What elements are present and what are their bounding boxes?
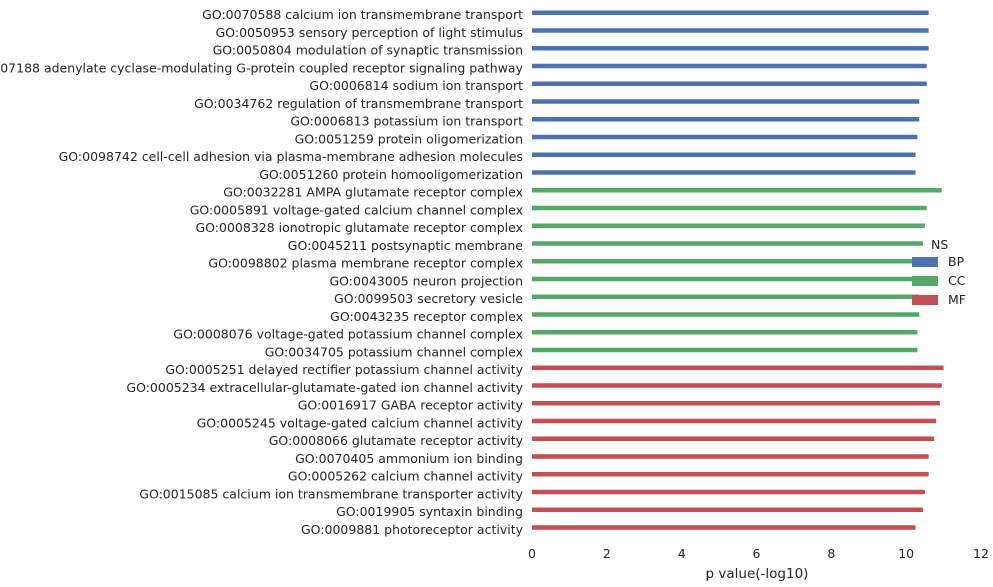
category-label-5: GO:0006814 sodium ion transport — [309, 78, 523, 93]
category-label-11: GO:0032281 AMPA glutamate receptor compl… — [223, 185, 523, 200]
bar-1 — [532, 10, 929, 15]
bar-12 — [532, 205, 927, 211]
legend-label-cc: CC — [948, 273, 966, 288]
legend-swatch-bp — [912, 257, 938, 267]
bar-24 — [532, 418, 937, 424]
category-label-19: GO:0008076 voltage-gated potassium chann… — [173, 327, 523, 342]
bars-layer — [532, 10, 944, 530]
bar-27 — [532, 472, 929, 477]
legend-label-mf: MF — [948, 292, 966, 307]
category-label-23: GO:0016917 GABA receptor activity — [298, 398, 524, 413]
category-label-16: GO:0043005 neuron projection — [329, 273, 523, 288]
bar-15 — [532, 259, 922, 264]
category-label-21: GO:0005251 delayed rectifier potassium c… — [165, 362, 523, 377]
category-label-22: GO:0005234 extracellular-glutamate-gated… — [126, 380, 523, 395]
category-label-4: GO:0007188 adenylate cyclase-modulating … — [0, 60, 524, 75]
legend-swatch-cc — [912, 276, 938, 286]
category-label-13: GO:0008328 ionotropic glutamate receptor… — [196, 220, 524, 235]
bar-23 — [532, 401, 940, 406]
legend-label-bp: BP — [948, 254, 965, 269]
x-tick-label-8: 8 — [827, 546, 835, 561]
bar-30 — [532, 525, 916, 530]
bar-16 — [532, 276, 922, 282]
bar-5 — [532, 81, 927, 86]
category-labels-layer: GO:0070588 calcium ion transmembrane tra… — [0, 7, 524, 537]
category-label-10: GO:0051260 protein homooligomerization — [259, 167, 523, 182]
bar-9 — [532, 152, 916, 157]
category-label-15: GO:0098802 plasma membrane receptor comp… — [208, 256, 523, 271]
bar-2 — [532, 28, 929, 33]
bar-6 — [532, 99, 920, 104]
x-tick-label-12: 12 — [973, 546, 989, 561]
bar-14 — [532, 241, 924, 246]
category-label-29: GO:0019905 syntaxin binding — [336, 504, 523, 519]
category-label-28: GO:0015085 calcium ion transmembrane tra… — [139, 486, 523, 501]
x-axis-title: p value(-log10) — [706, 566, 809, 582]
bar-13 — [532, 223, 925, 228]
bar-4 — [532, 63, 927, 69]
x-axis: 0 2 4 6 8 10 12 — [528, 546, 989, 561]
bar-18 — [532, 312, 920, 317]
bar-25 — [532, 436, 935, 441]
bar-29 — [532, 507, 924, 512]
category-label-30: GO:0009881 photoreceptor activity — [301, 522, 524, 537]
x-tick-label-2: 2 — [603, 546, 611, 561]
x-tick-label-4: 4 — [678, 546, 686, 561]
category-label-9: GO:0098742 cell-cell adhesion via plasma… — [59, 149, 523, 164]
category-label-7: GO:0006813 potassium ion transport — [290, 114, 523, 129]
category-label-17: GO:0099503 secretory vesicle — [334, 291, 523, 306]
category-label-6: GO:0034762 regulation of transmembrane t… — [194, 96, 523, 111]
bar-17 — [532, 294, 920, 299]
category-label-27: GO:0005262 calcium channel activity — [288, 469, 524, 484]
x-tick-label-6: 6 — [753, 546, 761, 561]
bar-22 — [532, 383, 942, 388]
bar-10 — [532, 170, 916, 175]
category-label-8: GO:0051259 protein oligomerization — [295, 131, 523, 146]
category-label-25: GO:0008066 glutamate receptor activity — [269, 433, 524, 448]
bar-11 — [532, 188, 942, 193]
bar-7 — [532, 117, 920, 122]
bar-20 — [532, 347, 918, 353]
bar-8 — [532, 134, 918, 140]
bar-28 — [532, 489, 925, 495]
category-label-24: GO:0005245 voltage-gated calcium channel… — [197, 415, 524, 430]
legend-swatch-mf — [912, 295, 938, 305]
category-label-20: GO:0034705 potassium channel complex — [265, 344, 523, 359]
bar-19 — [532, 330, 918, 335]
category-label-18: GO:0043235 receptor complex — [330, 309, 523, 324]
bar-3 — [532, 46, 929, 51]
x-tick-label-10: 10 — [898, 546, 914, 561]
legend-title: NS — [931, 237, 948, 252]
category-label-14: GO:0045211 postsynaptic membrane — [288, 238, 524, 253]
category-label-26: GO:0070405 ammonium ion binding — [295, 451, 523, 466]
x-tick-label-0: 0 — [528, 546, 536, 561]
category-label-2: GO:0050953 sensory perception of light s… — [216, 25, 523, 40]
bar-21 — [532, 365, 944, 370]
category-label-1: GO:0070588 calcium ion transmembrane tra… — [202, 7, 523, 22]
category-label-12: GO:0005891 voltage-gated calcium channel… — [190, 202, 523, 217]
category-label-3: GO:0050804 modulation of synaptic transm… — [213, 43, 523, 58]
bar-26 — [532, 454, 929, 459]
